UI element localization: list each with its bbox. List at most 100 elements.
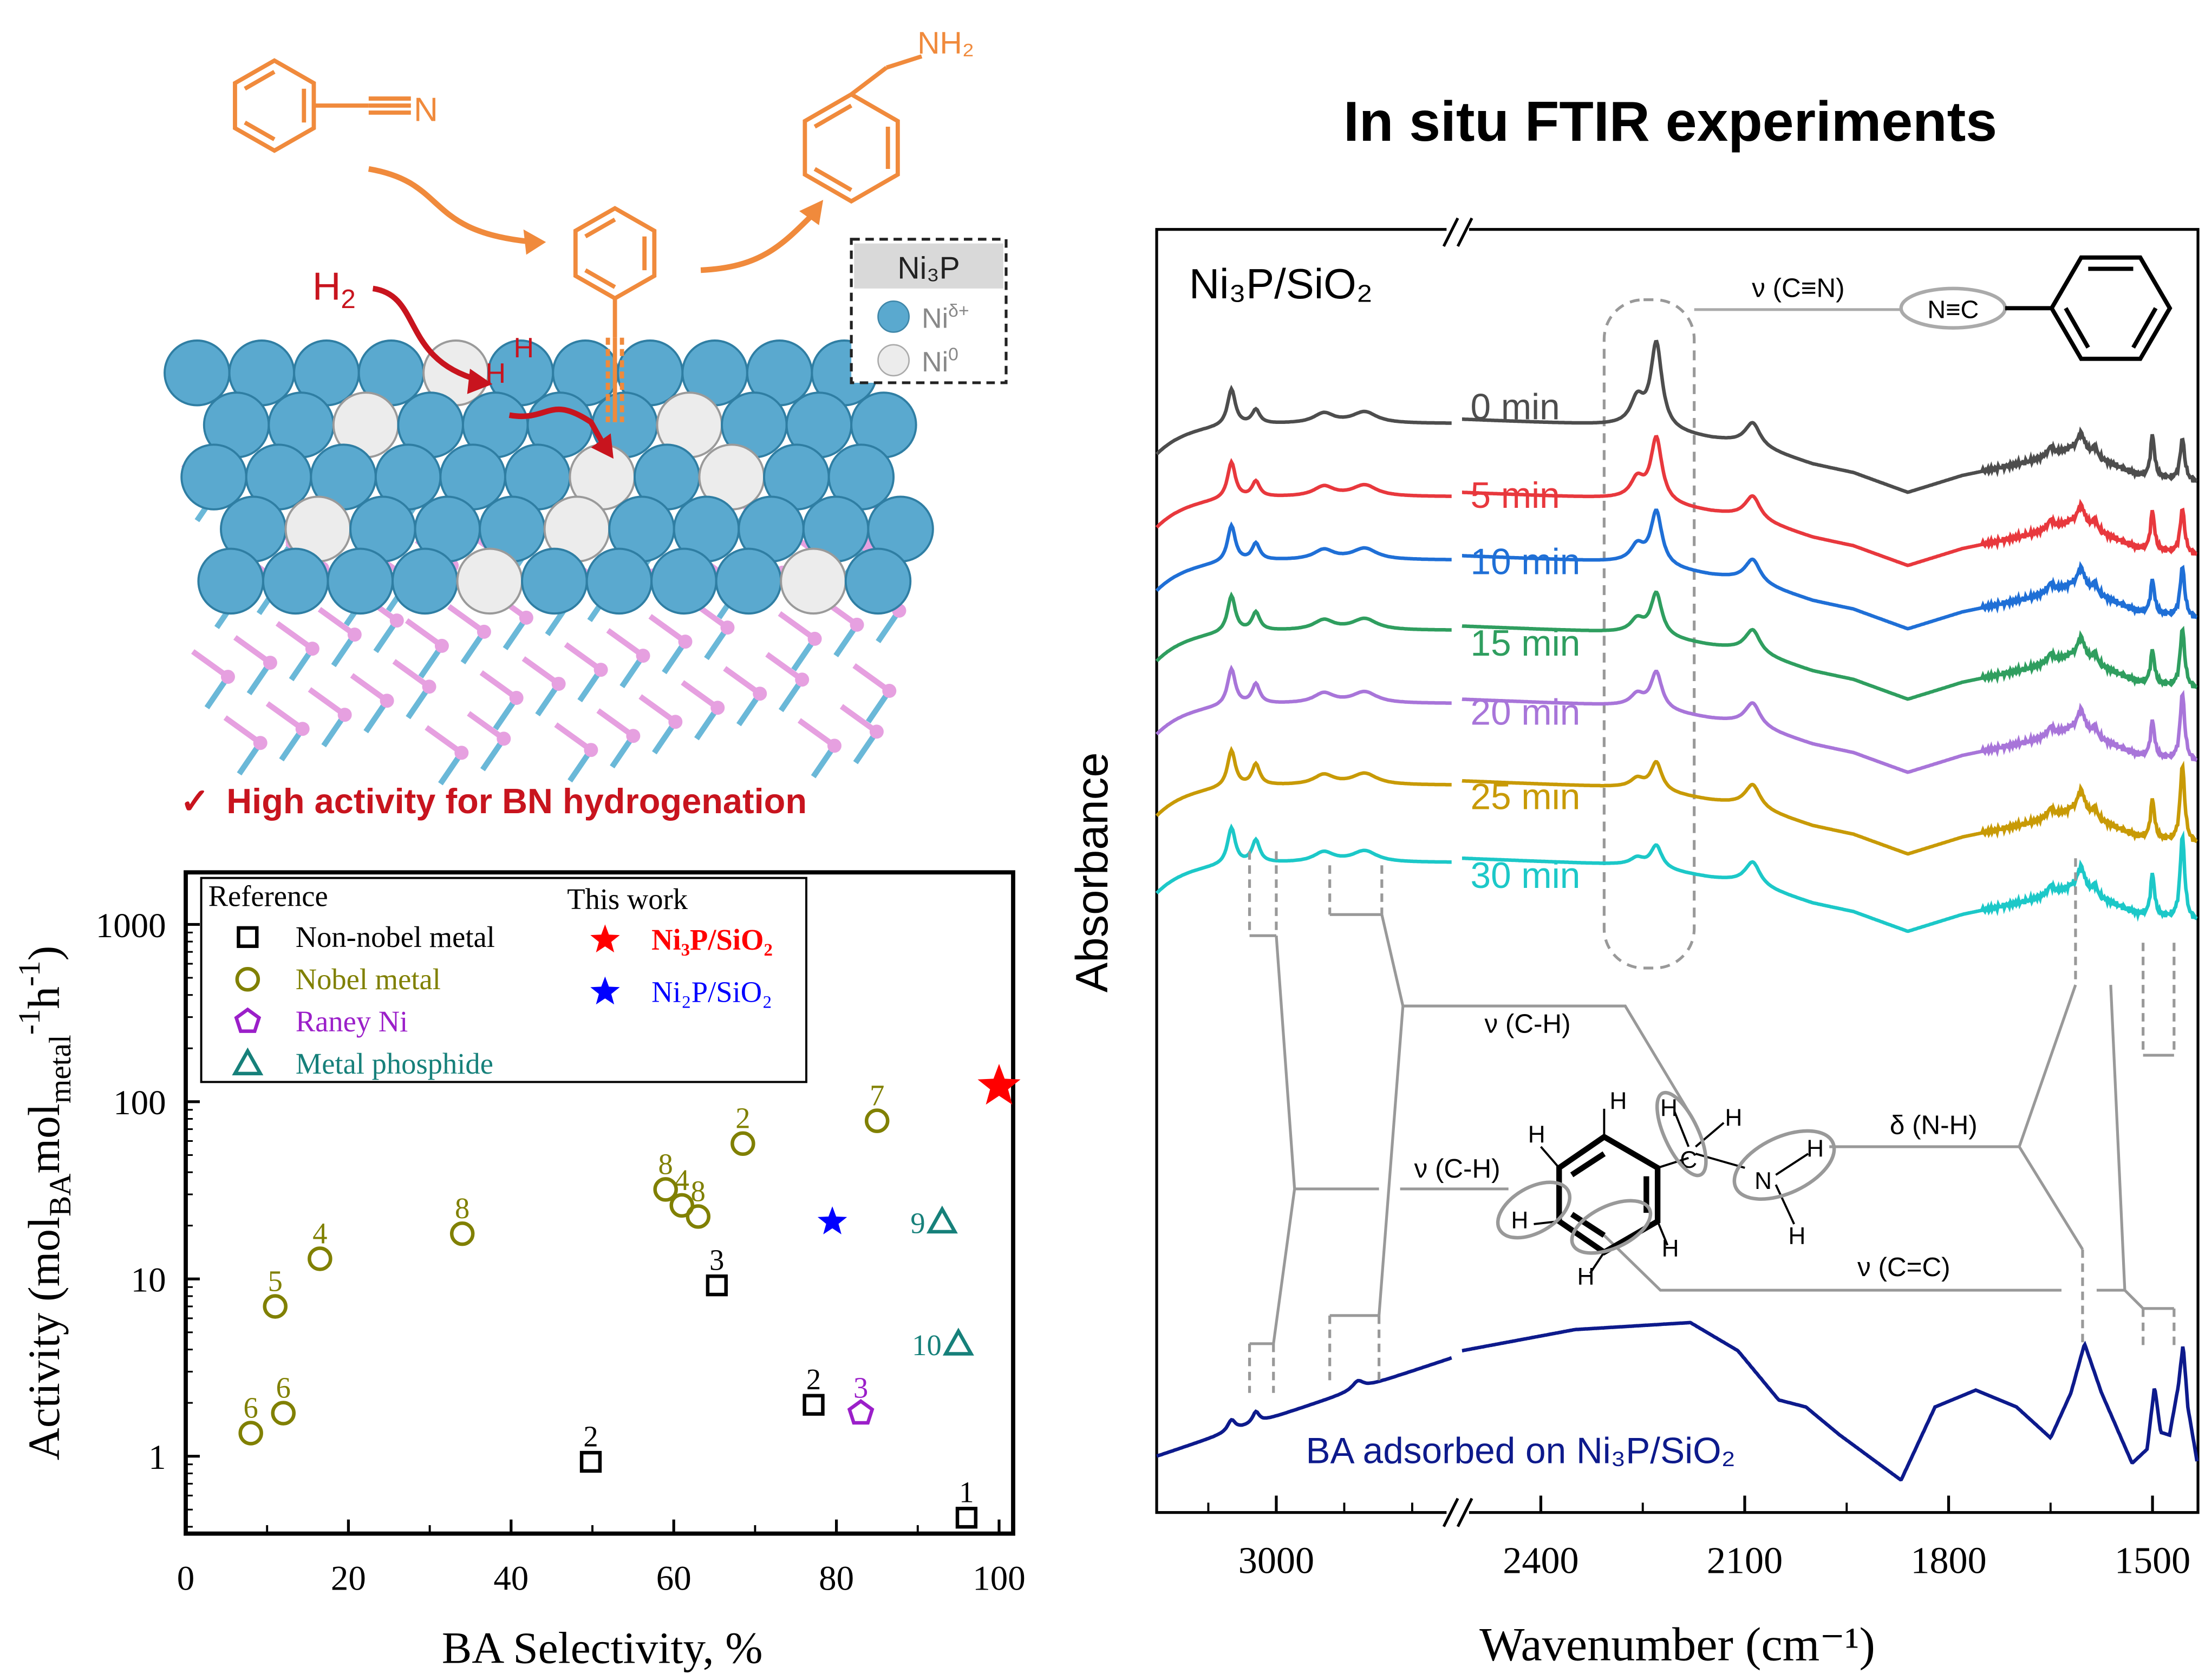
h2-label: H2 [312,265,356,315]
data-point: 2 [730,1102,755,1156]
ni-delta-sphere [180,443,247,511]
atom-n: N [1754,1168,1772,1194]
catalyst-legend: Ni₃P Niδ+ Ni0 [850,238,1008,384]
x-tick-label: 1500 [2115,1539,2190,1581]
data-point: 3 [706,1244,728,1297]
data-point: 2 [803,1363,825,1416]
axis-break-marks [1442,217,1473,1527]
p-atom [389,613,404,628]
p-bond [233,635,272,665]
circle-marker [686,1204,711,1229]
reference-number-label: 7 [870,1079,884,1112]
p-atom [497,731,511,746]
ch-stretch-label-lower: ν (C-H) [1414,1154,1501,1184]
x-tick-label: 20 [331,1559,366,1598]
legend-item-ni2p: Ni₂P/SiO₂ [590,975,772,1008]
legend-item-ni3p: Ni₃P/SiO₂ [590,923,773,956]
h-atom-label-1: H [486,358,506,389]
p-atom [626,729,641,743]
sample-label: Ni₃P/SiO₂ [1189,260,1373,308]
data-point: 1 [955,1476,978,1529]
legend-label: Raney Ni [296,1005,408,1038]
data-point [817,1206,847,1234]
ni-delta-sphere [262,547,329,615]
star-marker [590,924,620,953]
p-atom [710,701,725,715]
spectrum-label: 30 min [1471,855,1581,896]
data-point: 4 [669,1163,694,1218]
circle-marker [730,1131,755,1156]
triangle-marker [232,1047,264,1076]
reference-number-label: 8 [658,1147,673,1180]
square-marker [955,1507,978,1529]
spectrum-ba-left [1156,1356,1452,1458]
spectrum-right-5 [1462,760,2198,856]
atom-h: H [1662,1236,1679,1262]
h-atom-label-2: H [513,332,534,364]
square-marker [803,1394,825,1416]
circle-marker [669,1193,694,1218]
spectrum-right-6 [1462,830,2198,933]
spectrum-right-3 [1462,590,2198,701]
reaction-arrow-2 [700,212,816,273]
spectrum-left-5 [1155,746,1452,818]
p-atom [753,687,767,701]
legend-title: Ni₃P [897,251,960,286]
p-atom [678,635,693,649]
square-marker [579,1450,602,1473]
reference-number-label: 1 [959,1476,974,1509]
data-point [977,1063,1021,1105]
reference-number-label: 10 [912,1329,942,1362]
spectrum-label: 0 min [1471,387,1560,428]
p-bond [479,670,518,701]
legend-reference-title: Reference [208,880,328,913]
band-assignment-lines [1248,851,2176,1393]
data-point: 8 [686,1174,711,1229]
reaction-scheme: N NH₂ H2 H H Ni₃P Niδ+ [164,26,1008,821]
benzylamine-molecule [803,54,923,204]
data-point: 4 [308,1217,332,1271]
x-tick-label: 60 [656,1559,691,1598]
legend-this-work-title: This work [567,883,688,916]
ni-delta-sphere [164,339,231,407]
y-axis-label-absorbance: Absorbance [1067,752,1117,992]
spectrum-right-4 [1462,669,2198,774]
legend-label: Ni₃P/SiO₂ [651,923,773,956]
plot-frame [184,870,1015,1536]
circle-marker [864,1108,890,1133]
ftir-panel: In situ FTIR experiments Ni₃P/SiO₂ Absor… [1067,90,2200,1671]
circle-marker [235,967,260,992]
triangle-marker [926,1205,958,1234]
data-point: 10 [912,1328,974,1362]
atom-h: H [1528,1121,1545,1148]
benzylamine-structure: C N H H H H H H H H H [1496,1088,1836,1290]
data-point: 3 [847,1371,875,1425]
p-atom [795,672,810,687]
circle-marker [449,1221,475,1246]
star-marker [977,1063,1021,1105]
x-tick-label: 100 [973,1559,1025,1598]
legend-item-phosphide: Metal phosphide [232,1047,493,1080]
p-bond [308,687,347,717]
p-bond [191,649,230,679]
p-bond [596,708,635,738]
nitrile-group-label: N≡C [1927,295,1979,323]
data-point: 5 [263,1264,288,1319]
y-tick-label: 1 [148,1438,166,1477]
square-marker [706,1274,728,1297]
ni-delta-sphere [715,547,782,615]
y-axis-label: Activity (molBAmolmetal-1h-1) [12,946,77,1461]
p-atom [305,642,319,656]
p-bond [852,663,891,694]
reference-number-label: 8 [691,1174,706,1207]
x-axis-label: BA Selectivity, % [442,1623,763,1673]
legend-item-nonnoble: Non-nobel metal [237,920,495,953]
nh-bend-label: δ (N-H) [1890,1110,1978,1140]
spectrum-label: 15 min [1471,623,1581,664]
check-icon: ✓ [180,781,210,821]
reference-number-label: 6 [276,1371,291,1404]
p-atom [263,656,277,670]
h-transfer-arrow-head [591,433,614,459]
legend-label: Non-nobel metal [296,920,495,953]
